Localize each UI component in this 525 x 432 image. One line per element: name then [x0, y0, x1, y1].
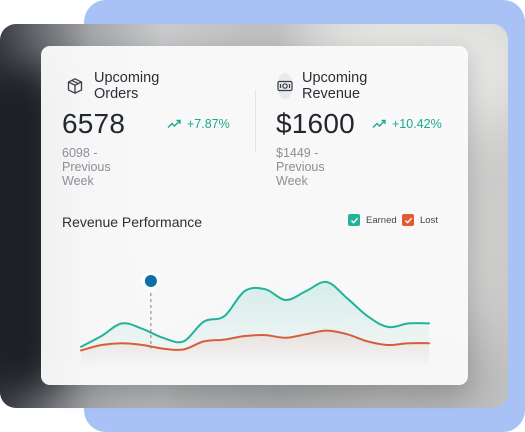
orders-change-value: +7.87% — [187, 117, 230, 131]
orders-change: +7.87% — [167, 117, 230, 131]
hover-marker-dot[interactable] — [144, 275, 157, 287]
checkbox-checked-icon[interactable] — [348, 214, 360, 226]
dashboard-card: Upcoming Orders 6578 +7.87% 6098 - Previ… — [41, 46, 468, 385]
series-line-earned — [80, 280, 430, 348]
trend-up-icon — [372, 119, 386, 128]
box-icon — [66, 75, 84, 97]
chart-title: Revenue Performance — [62, 214, 203, 230]
orders-previous: 6098 - Previous Week — [62, 146, 111, 188]
orders-title: Upcoming Orders — [94, 70, 160, 102]
orders-value: 6578 — [62, 108, 126, 139]
revenue-change: +10.42% — [372, 117, 442, 131]
legend-label-lost: Lost — [420, 214, 438, 226]
revenue-value: $1600 — [276, 108, 355, 139]
revenue-title: Upcoming Revenue — [302, 70, 368, 102]
legend-item-earned[interactable]: Earned — [348, 214, 397, 226]
checkbox-checked-icon[interactable] — [402, 214, 414, 226]
trend-up-icon — [167, 119, 181, 128]
legend-item-lost[interactable]: Lost — [402, 214, 438, 226]
cash-icon — [277, 73, 293, 99]
revenue-change-value: +10.42% — [392, 117, 442, 131]
stat-divider — [255, 90, 256, 152]
revenue-previous: $1449 - Previous Week — [276, 146, 325, 188]
revenue-performance-chart[interactable] — [41, 246, 468, 376]
legend-label-earned: Earned — [366, 214, 397, 226]
series-area-earned — [81, 281, 429, 368]
